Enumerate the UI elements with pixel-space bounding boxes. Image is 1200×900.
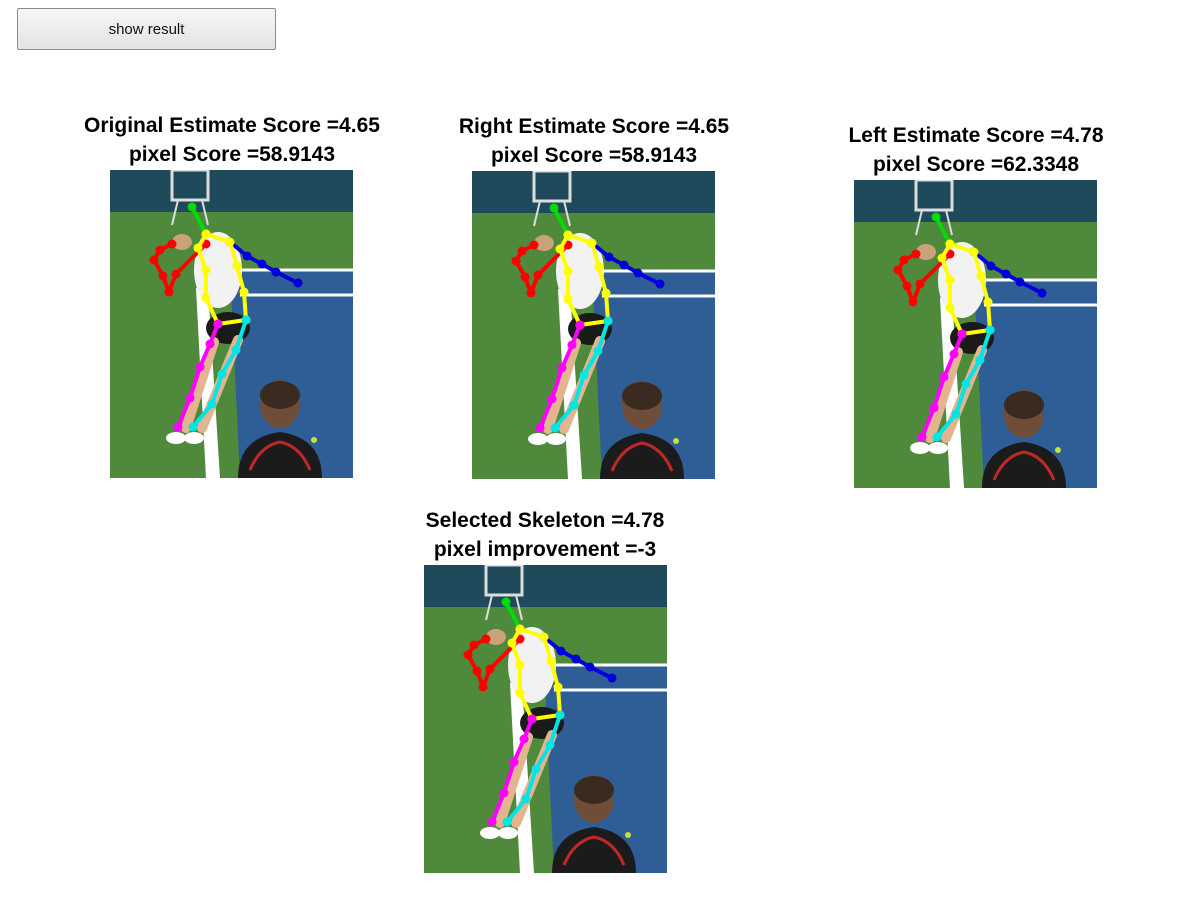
original-estimate-image — [110, 170, 353, 478]
left-estimate-image — [854, 180, 1097, 488]
selected-skeleton-image — [424, 565, 667, 873]
left-estimate-score: Left Estimate Score =4.78 — [848, 124, 1104, 147]
right-estimate-score: Right Estimate Score =4.65 — [458, 115, 730, 138]
left-pixel-score: pixel Score =62.3348 — [872, 153, 1080, 176]
original-estimate-score: Original Estimate Score =4.65 — [84, 114, 380, 137]
panel-title-right: Right Estimate Score =4.65 pixel Score =… — [394, 112, 794, 170]
selected-pixel-improvement: pixel improvement =-3 — [433, 538, 657, 561]
panel-title-original: Original Estimate Score =4.65 pixel Scor… — [32, 111, 432, 169]
selected-skeleton-score: Selected Skeleton =4.78 — [425, 509, 665, 532]
original-pixel-score: pixel Score =58.9143 — [128, 143, 336, 166]
panel-title-left: Left Estimate Score =4.78 pixel Score =6… — [776, 121, 1176, 179]
right-estimate-image — [472, 171, 715, 479]
panel-title-selected: Selected Skeleton =4.78 pixel improvemen… — [345, 506, 745, 564]
show-result-button[interactable]: show result — [17, 8, 276, 50]
right-pixel-score: pixel Score =58.9143 — [490, 144, 698, 167]
